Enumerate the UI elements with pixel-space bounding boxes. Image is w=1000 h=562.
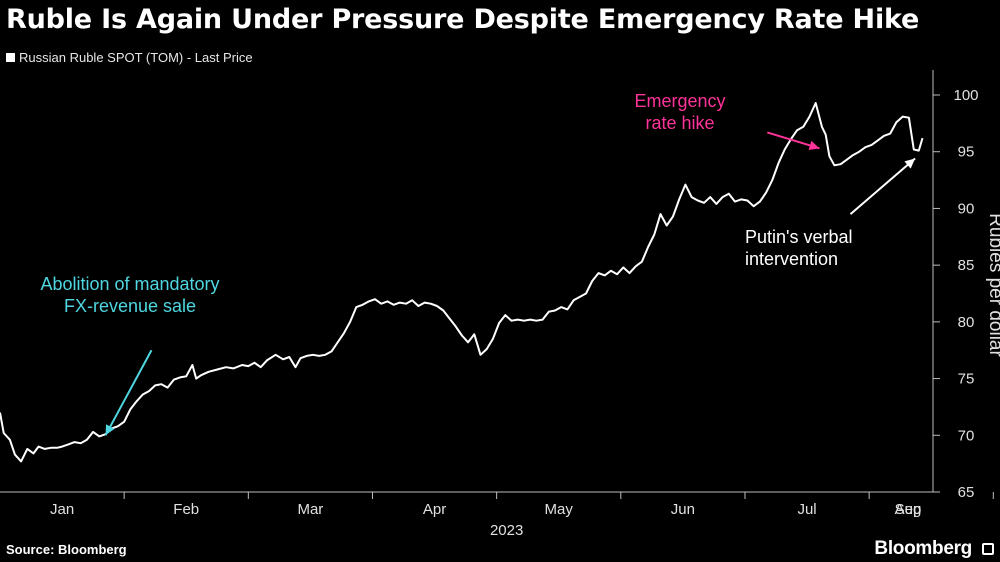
annotation-label: FX-revenue sale bbox=[64, 296, 196, 316]
x-tick-label: Feb bbox=[173, 501, 199, 518]
annotation-arrow-line bbox=[849, 157, 916, 215]
y-tick-label: 95 bbox=[958, 144, 975, 161]
x-tick-label: Jun bbox=[671, 501, 695, 518]
y-tick-label: 100 bbox=[953, 87, 978, 104]
annotation-label: Putin's verbal bbox=[745, 227, 853, 247]
x-tick-label: May bbox=[545, 501, 574, 518]
x-tick-label: Jan bbox=[50, 501, 74, 518]
x-tick-label: Aug bbox=[895, 501, 922, 518]
legend: Russian Ruble SPOT (TOM) - Last Price bbox=[6, 50, 253, 65]
annotation-arrow-head bbox=[808, 140, 820, 151]
chart-title: Ruble Is Again Under Pressure Despite Em… bbox=[6, 4, 920, 35]
bloomberg-logo-icon bbox=[982, 543, 994, 555]
annotation-arrow-line bbox=[104, 349, 153, 436]
y-tick-label: 90 bbox=[958, 200, 975, 217]
annotation-arrow-head bbox=[904, 158, 916, 169]
y-tick-label: 75 bbox=[958, 371, 975, 388]
annotation-arrow-head bbox=[105, 424, 115, 436]
y-tick-label: 65 bbox=[958, 484, 975, 501]
source-note: Source: Bloomberg bbox=[6, 542, 127, 557]
y-axis-title: Rubles per dollar bbox=[985, 213, 1000, 357]
x-tick-label: Mar bbox=[297, 501, 323, 518]
y-tick-label: 70 bbox=[958, 427, 975, 444]
x-tick-label: Jul bbox=[797, 501, 816, 518]
annotation-label: rate hike bbox=[645, 113, 714, 133]
x-tick-label: Sep bbox=[895, 501, 922, 518]
legend-label: Russian Ruble SPOT (TOM) - Last Price bbox=[19, 50, 253, 65]
series-line bbox=[0, 102, 924, 463]
y-tick-label: 80 bbox=[958, 314, 975, 331]
annotation-label: Abolition of mandatory bbox=[40, 274, 219, 294]
annotation-label: intervention bbox=[745, 249, 838, 269]
x-year-label: 2023 bbox=[490, 522, 523, 539]
x-tick-label: Apr bbox=[423, 501, 446, 518]
legend-swatch bbox=[6, 53, 15, 62]
annotation-label: Emergency bbox=[634, 91, 725, 111]
bloomberg-logo: Bloomberg bbox=[874, 538, 972, 559]
y-tick-label: 85 bbox=[958, 257, 975, 274]
